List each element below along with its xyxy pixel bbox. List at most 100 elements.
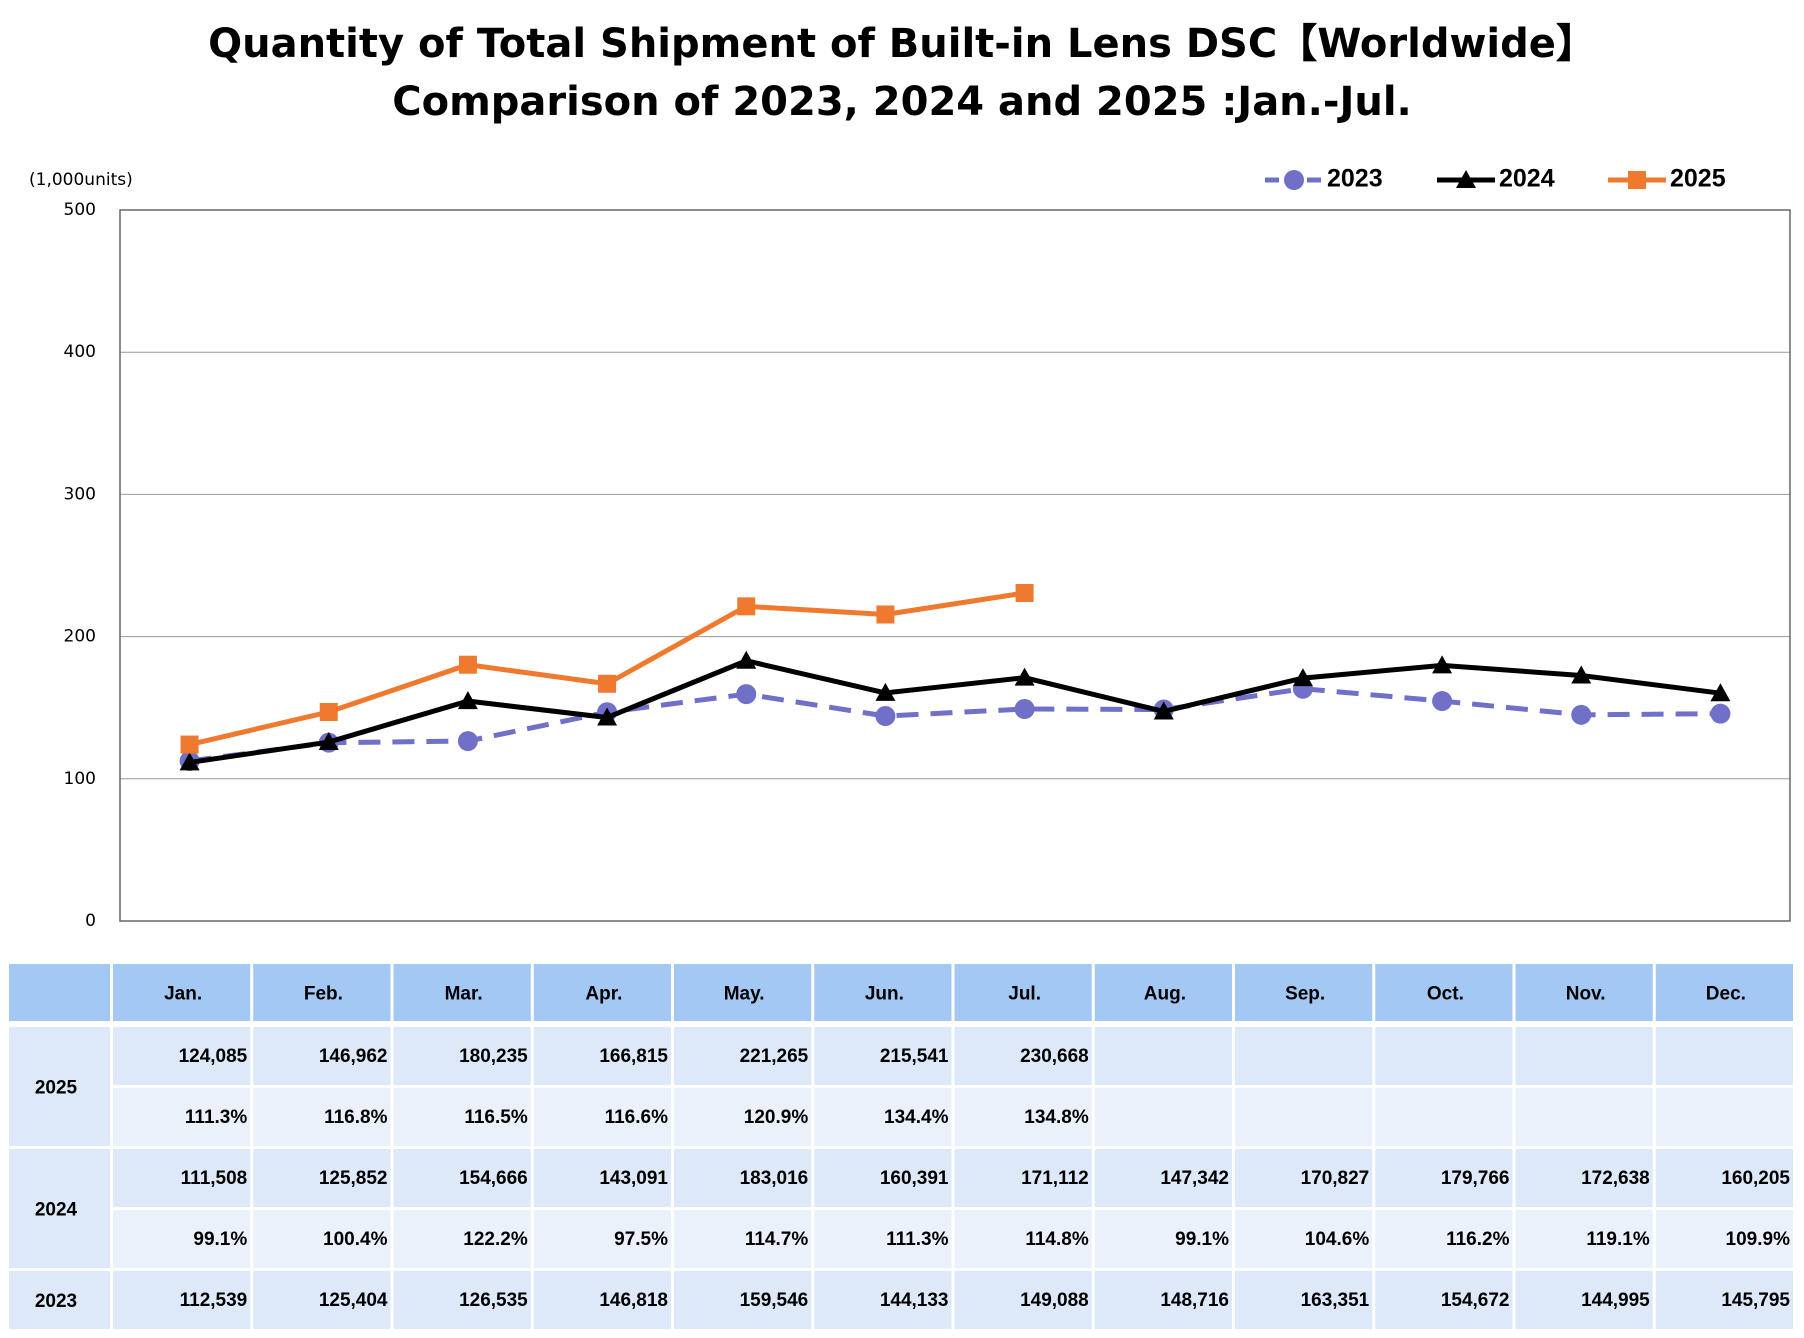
point [876,605,895,624]
plot-border [119,209,1791,922]
column-header: Jul. [1008,984,1041,1005]
table-cell [674,1271,812,1329]
table-cell [1655,1210,1793,1268]
table-cell [1375,1149,1513,1207]
table-value: 146,962 [319,1046,388,1067]
table-cell [113,1271,251,1329]
title-line: Quantity of Total Shipment of Built-in L… [208,21,1596,67]
table-cell [393,1088,531,1146]
point [598,674,617,693]
column-header: Jun. [865,984,904,1005]
table-cell [393,1210,531,1268]
table-cell [393,1149,531,1207]
table-cell [1515,1210,1653,1268]
point [736,650,757,669]
table-cell [1375,1271,1513,1329]
table-value: 154,666 [459,1168,528,1189]
point [457,691,478,710]
table-cell [1515,1088,1653,1146]
table-cell [1515,1149,1653,1207]
table-cell [674,1210,812,1268]
table-value: 97.5% [614,1229,668,1250]
point [1710,703,1731,724]
table-value: 116.5% [464,1107,527,1128]
column-header: Aug. [1144,984,1186,1005]
table-cell [533,1149,671,1207]
y-tick-label: 0 [85,911,96,931]
point [597,707,618,726]
table-cell [814,1149,952,1207]
point [458,655,477,674]
table-value: 143,091 [599,1168,668,1189]
column-header: Nov. [1566,984,1606,1005]
table-value: 230,668 [1020,1046,1089,1067]
point [457,731,478,752]
table-value: 100.4% [323,1229,388,1250]
point [1710,683,1731,702]
point [179,752,200,771]
table-value: 144,133 [880,1290,949,1311]
legend-label: 2025 [1670,165,1726,193]
table-cell [113,1210,251,1268]
column-header: May. [724,984,765,1005]
table-cell [1375,1088,1513,1146]
table-value: 126,535 [459,1290,528,1311]
table-cell [1094,964,1232,1021]
table-value: 171,112 [1021,1168,1089,1189]
table-cell [253,964,391,1021]
table-value: 215,541 [880,1046,949,1067]
series-line [189,658,1721,765]
table-value: 179,766 [1441,1168,1510,1189]
point [1571,665,1592,684]
point [875,706,896,727]
table-cell [113,1088,251,1146]
table-cell [954,964,1092,1021]
column-header: Oct. [1427,984,1464,1005]
table-value: 125,404 [319,1290,388,1311]
column-header: Sep. [1285,984,1325,1005]
table-cell [954,1271,1092,1329]
point [875,682,896,701]
row-header: 2023 [35,1291,77,1312]
table-value: 116.8% [324,1107,387,1128]
table-value: 99.1% [193,1229,247,1250]
table-cell [9,1271,110,1329]
table-value: 111.3% [886,1229,948,1250]
table-cell [393,1271,531,1329]
y-tick-label: 500 [64,200,96,220]
table-cell [533,1210,671,1268]
y-tick-label: 400 [64,342,96,362]
point [1432,691,1453,712]
table-value: 119.1% [1586,1229,1649,1250]
table-value: 180,235 [459,1046,528,1067]
row-header: 2024 [35,1200,78,1221]
legend-marker [1628,171,1646,189]
table-value: 104.6% [1305,1229,1370,1250]
column-header: Apr. [585,984,622,1005]
table-cell [1375,964,1513,1021]
table-cell [1094,1088,1232,1146]
table-value: 116.2% [1446,1229,1509,1250]
table-value: 111.3% [185,1107,247,1128]
table-cell [674,1088,812,1146]
table-cell [954,1088,1092,1146]
table-cell [533,1088,671,1146]
table-cell [954,1210,1092,1268]
table-value: 163,351 [1301,1290,1370,1311]
point [737,597,756,616]
table-cell [253,1271,391,1329]
table-cell [1655,1088,1793,1146]
table-cell [253,1088,391,1146]
column-header: Feb. [304,984,343,1005]
table-cell [1655,1027,1793,1085]
point [1014,667,1035,686]
table-value: 124,085 [179,1046,248,1067]
y-tick-label: 100 [64,769,96,789]
table-cell [1515,1271,1653,1329]
table-cell [954,1149,1092,1207]
point [319,703,338,722]
table-cell [253,1210,391,1268]
table-value: 114.8% [1025,1229,1088,1250]
table-cell [393,1027,531,1085]
